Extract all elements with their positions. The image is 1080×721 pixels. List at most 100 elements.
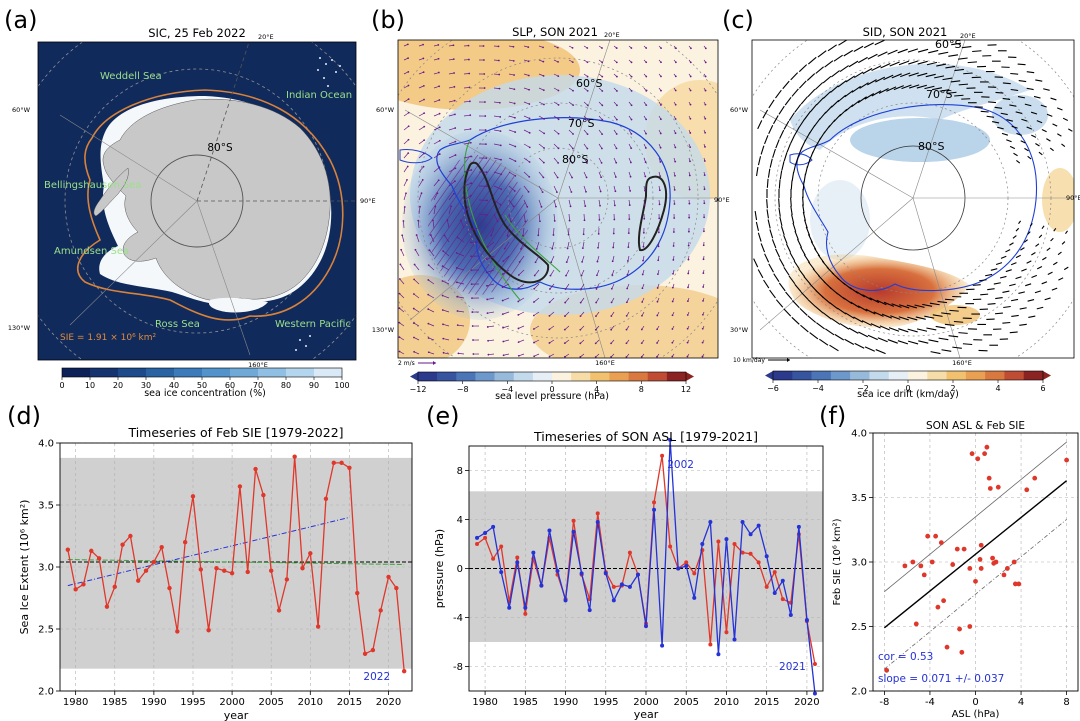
wind-arrow-head (658, 203, 661, 206)
scatter-ytick-label: 4.0 (851, 429, 867, 440)
wind-arrow (613, 199, 616, 206)
drift-arrow (1010, 298, 1019, 302)
wind-arrow (583, 157, 588, 164)
wind-arrow (518, 311, 525, 316)
sea-ice-edge-outline (77, 89, 344, 321)
wind-arrow (433, 193, 438, 201)
wind-arrow (493, 143, 501, 146)
sie-point (96, 556, 102, 561)
drift-arrow (764, 135, 769, 145)
wind-arrow (463, 87, 470, 89)
asl-point (627, 550, 632, 555)
drift-arrow (1010, 72, 1019, 75)
wind-arrow-head (702, 286, 705, 288)
drift-arrow (806, 73, 816, 81)
wind-arrow-head (704, 89, 707, 92)
wind-arrow-head (456, 324, 459, 327)
drift-arrow (834, 333, 845, 341)
drift-arrow (1036, 266, 1043, 270)
asl-point (652, 507, 657, 512)
wind-arrow (538, 213, 541, 222)
wind-arrow-head (470, 255, 473, 258)
drift-arrow (990, 268, 998, 271)
wind-arrow-head (645, 118, 648, 121)
wind-arrow (502, 325, 510, 329)
scatter-point (969, 451, 975, 457)
wind-arrow-head (528, 161, 531, 163)
drift-arrow (848, 327, 859, 334)
scatter-point (982, 451, 988, 457)
wind-arrow-head (595, 288, 598, 290)
wind-arrow-head (454, 127, 457, 129)
wind-arrow (582, 241, 585, 249)
wind-arrow-head (600, 176, 603, 179)
drift-arrow (815, 290, 824, 298)
drift-arrow (773, 115, 779, 125)
asl-xtick-label: 2005 (674, 697, 699, 708)
wind-arrow (550, 269, 555, 276)
wind-arrow (523, 115, 530, 119)
scatter-point (1004, 566, 1010, 571)
wind-arrow (612, 241, 615, 248)
wind-arrow-head (616, 90, 618, 92)
wind-arrow-head (630, 147, 633, 150)
wind-arrow (448, 114, 456, 117)
wind-arrow (507, 227, 510, 236)
drift-arrow (794, 283, 802, 293)
wind-arrow-head (407, 138, 410, 141)
wind-arrow-head (528, 117, 531, 120)
wind-arrow-head (687, 286, 689, 289)
wind-arrow-head (486, 284, 488, 287)
wind-arrow (568, 143, 574, 149)
wind-arrow-head (569, 205, 572, 208)
panel-c: (c) SID, SON 2021 60°S 70°S 8 (722, 6, 1080, 400)
wind-arrow-head (579, 356, 582, 358)
sie-point (362, 651, 368, 656)
sie-point (190, 494, 196, 499)
wind-arrow (533, 311, 540, 316)
wind-arrow-head (501, 299, 504, 302)
drift-arrow (1033, 95, 1041, 99)
wind-arrow-head (517, 327, 520, 330)
wind-arrow-head (422, 165, 425, 168)
wind-arrow-head (527, 60, 530, 63)
wind-arrow-head (641, 287, 644, 290)
drift-arrow (897, 340, 909, 345)
wind-arrow-head (571, 147, 574, 150)
asl-point (700, 542, 705, 546)
drift-arrow (883, 74, 894, 81)
drift-arrow (881, 313, 893, 319)
drift-arrow (972, 284, 981, 286)
wind-arrow (523, 129, 530, 134)
panel-a-lon-160e: 160°E (248, 361, 268, 369)
asl-point (668, 544, 673, 549)
scatter-point (1012, 581, 1018, 587)
wind-arrow-head (512, 60, 515, 62)
wind-arrow-head (533, 274, 536, 277)
drift-arrow (944, 298, 955, 301)
wind-arrow (580, 297, 585, 303)
wind-arrow-head (674, 103, 677, 106)
drift-arrow (993, 282, 1001, 285)
wind-arrow (433, 206, 436, 215)
wind-arrow (538, 185, 543, 193)
wind-arrow-head (485, 271, 488, 274)
drift-arrow (833, 54, 843, 62)
drift-reference-label: 10 km/day (733, 357, 765, 364)
wind-arrow (553, 213, 556, 221)
wind-arrow-head (407, 125, 410, 128)
sie-ytick-label: 4.0 (38, 439, 54, 450)
wind-arrow-head (437, 44, 440, 46)
wind-arrow (598, 185, 601, 192)
sic-colorbar-tick-label: 100 (334, 381, 349, 390)
wind-arrow-head (398, 321, 401, 324)
drift-arrow (1015, 227, 1020, 232)
wind-arrow-head (657, 273, 659, 276)
drift-arrow (769, 229, 774, 239)
drift-arrow (825, 328, 835, 336)
sie-point (355, 590, 360, 596)
drift-arrow (1018, 220, 1022, 225)
wind-arrow (566, 255, 570, 263)
wind-arrow-head (601, 75, 604, 78)
wind-arrow-head (630, 118, 633, 121)
